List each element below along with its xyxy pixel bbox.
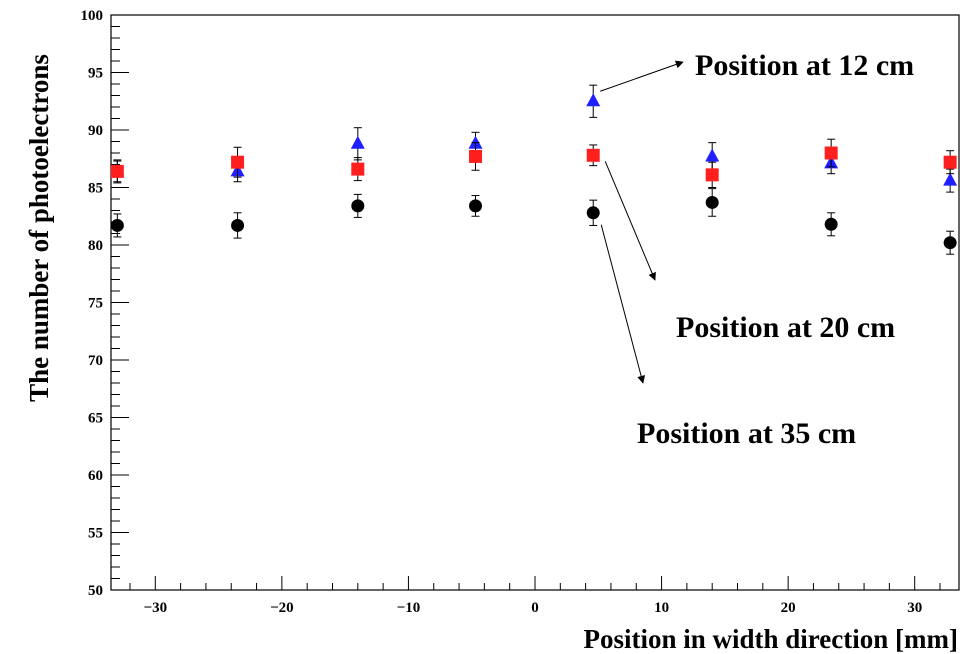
y-tick-label: 55 xyxy=(88,526,103,542)
x-tick-label: 0 xyxy=(531,600,539,616)
y-tick-label: 60 xyxy=(88,468,103,484)
x-tick-label: 30 xyxy=(907,600,922,616)
y-tick-label: 65 xyxy=(88,411,103,427)
data-point xyxy=(351,162,365,176)
x-axis-title: Position in width direction [mm] xyxy=(583,624,958,654)
data-point xyxy=(350,135,365,149)
annotation-arrow xyxy=(600,224,646,384)
series-square xyxy=(110,138,957,188)
annotation-arrow xyxy=(604,161,656,281)
x-tick-label: −10 xyxy=(397,600,421,616)
annotation-arrow xyxy=(600,60,684,92)
y-tick-label: 75 xyxy=(88,296,103,312)
data-point xyxy=(351,199,365,213)
data-point xyxy=(110,164,124,178)
x-tick-label: −20 xyxy=(270,600,294,616)
data-point xyxy=(586,148,600,162)
y-tick-label: 50 xyxy=(88,583,103,599)
y-tick-label: 90 xyxy=(88,123,103,139)
x-tick-label: 20 xyxy=(781,600,796,616)
data-point xyxy=(586,93,601,107)
data-point xyxy=(469,199,483,213)
series-circle xyxy=(110,188,957,255)
data-point xyxy=(231,218,245,232)
annotation-label: Position at 20 cm xyxy=(676,311,895,344)
data-point xyxy=(824,146,838,160)
y-tick-label: 100 xyxy=(81,8,104,24)
annotation-label: Position at 35 cm xyxy=(637,417,856,450)
y-axis-title: The number of photoelectrons xyxy=(24,54,54,402)
data-point xyxy=(110,218,124,232)
x-tick-label: −30 xyxy=(144,600,168,616)
data-point xyxy=(824,217,838,231)
data-series xyxy=(110,84,958,255)
x-axis: −30 −20 −10 0 10 20 30 xyxy=(129,576,941,616)
y-tick-label: 85 xyxy=(88,181,103,197)
data-point xyxy=(586,206,600,220)
data-point xyxy=(943,236,957,250)
annotation-label: Position at 12 cm xyxy=(695,49,914,82)
data-point xyxy=(943,155,957,169)
annotations: Position at 12 cm Position at 20 cm Positi… xyxy=(600,49,914,450)
data-point xyxy=(705,168,719,182)
y-tick-label: 70 xyxy=(88,353,103,369)
y-tick-label: 95 xyxy=(88,66,103,82)
data-point xyxy=(705,195,719,209)
data-point xyxy=(705,148,720,162)
y-axis: 50 55 60 65 70 75 80 85 90 95 100 xyxy=(81,8,129,599)
data-point xyxy=(943,172,958,186)
x-tick-label: 10 xyxy=(654,600,669,616)
plot-frame xyxy=(110,14,960,591)
data-point xyxy=(231,155,245,169)
data-point xyxy=(469,149,483,163)
y-tick-label: 80 xyxy=(88,238,103,254)
